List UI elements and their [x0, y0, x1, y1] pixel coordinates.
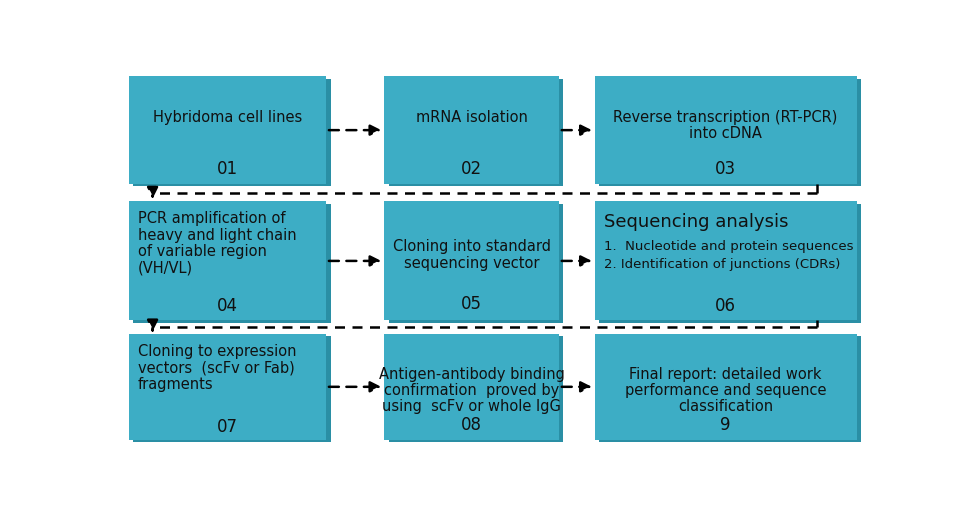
Text: performance and sequence: performance and sequence [625, 383, 827, 398]
Bar [384, 201, 559, 320]
Bar [384, 77, 559, 184]
Text: 2. Identification of junctions (CDRs): 2. Identification of junctions (CDRs) [604, 258, 840, 271]
Bar [594, 77, 856, 184]
Text: heavy and light chain: heavy and light chain [138, 228, 297, 242]
Bar [389, 79, 564, 186]
Text: 9: 9 [720, 416, 731, 434]
Bar [129, 77, 326, 184]
Bar [594, 201, 856, 320]
Text: 06: 06 [715, 297, 736, 315]
Text: mRNA isolation: mRNA isolation [416, 110, 527, 125]
Text: Antigen-antibody binding: Antigen-antibody binding [378, 367, 564, 382]
Bar [599, 79, 861, 186]
Bar [129, 334, 326, 440]
Bar [129, 201, 326, 320]
Bar [599, 204, 861, 323]
Text: PCR amplification of: PCR amplification of [138, 211, 285, 226]
Text: (VH/VL): (VH/VL) [138, 260, 193, 275]
Bar [389, 337, 564, 442]
Text: confirmation  proved by: confirmation proved by [384, 383, 559, 398]
Text: fragments: fragments [138, 377, 213, 392]
Text: 07: 07 [217, 418, 238, 436]
Bar [384, 334, 559, 440]
Text: Sequencing analysis: Sequencing analysis [604, 213, 788, 231]
Bar [389, 204, 564, 323]
Text: 05: 05 [461, 295, 482, 313]
Text: 08: 08 [461, 416, 482, 434]
Text: Cloning into standard: Cloning into standard [393, 239, 550, 254]
Bar [133, 337, 330, 442]
Text: 01: 01 [217, 160, 238, 178]
Text: 1.  Nucleotide and protein sequences: 1. Nucleotide and protein sequences [604, 240, 853, 252]
Text: sequencing vector: sequencing vector [404, 256, 540, 271]
Text: 04: 04 [217, 297, 238, 315]
Bar [594, 334, 856, 440]
Text: using  scFv or whole IgG: using scFv or whole IgG [382, 400, 561, 414]
Bar [133, 79, 330, 186]
Text: Cloning to expression: Cloning to expression [138, 344, 297, 359]
Text: vectors  (scFv or Fab): vectors (scFv or Fab) [138, 360, 295, 375]
Text: 02: 02 [461, 160, 482, 178]
Text: of variable region: of variable region [138, 244, 267, 259]
Text: Reverse transcription (RT-PCR): Reverse transcription (RT-PCR) [613, 110, 838, 125]
Bar [599, 337, 861, 442]
Text: into cDNA: into cDNA [689, 126, 762, 141]
Text: Final report: detailed work: Final report: detailed work [630, 367, 822, 382]
Text: Hybridoma cell lines: Hybridoma cell lines [153, 110, 302, 125]
Text: 03: 03 [715, 160, 736, 178]
Text: classification: classification [678, 400, 773, 414]
Bar [133, 204, 330, 323]
